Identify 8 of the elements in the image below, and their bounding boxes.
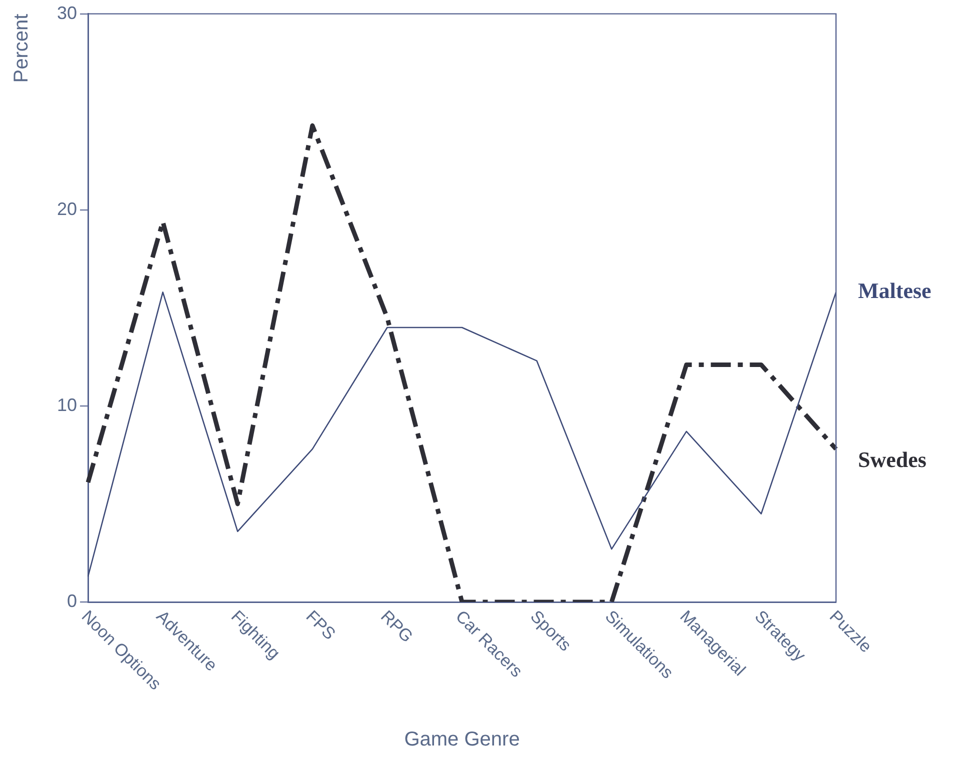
x-axis-title: Game Genre (404, 728, 520, 751)
series-label: Maltese (858, 278, 932, 303)
series-label: Swedes (858, 446, 927, 472)
y-tick-label: 0 (67, 590, 78, 611)
y-axis-title: Percent (10, 13, 33, 83)
y-tick-label: 30 (56, 2, 78, 23)
y-tick-label: 10 (56, 394, 78, 415)
y-tick-label: 20 (56, 198, 78, 219)
